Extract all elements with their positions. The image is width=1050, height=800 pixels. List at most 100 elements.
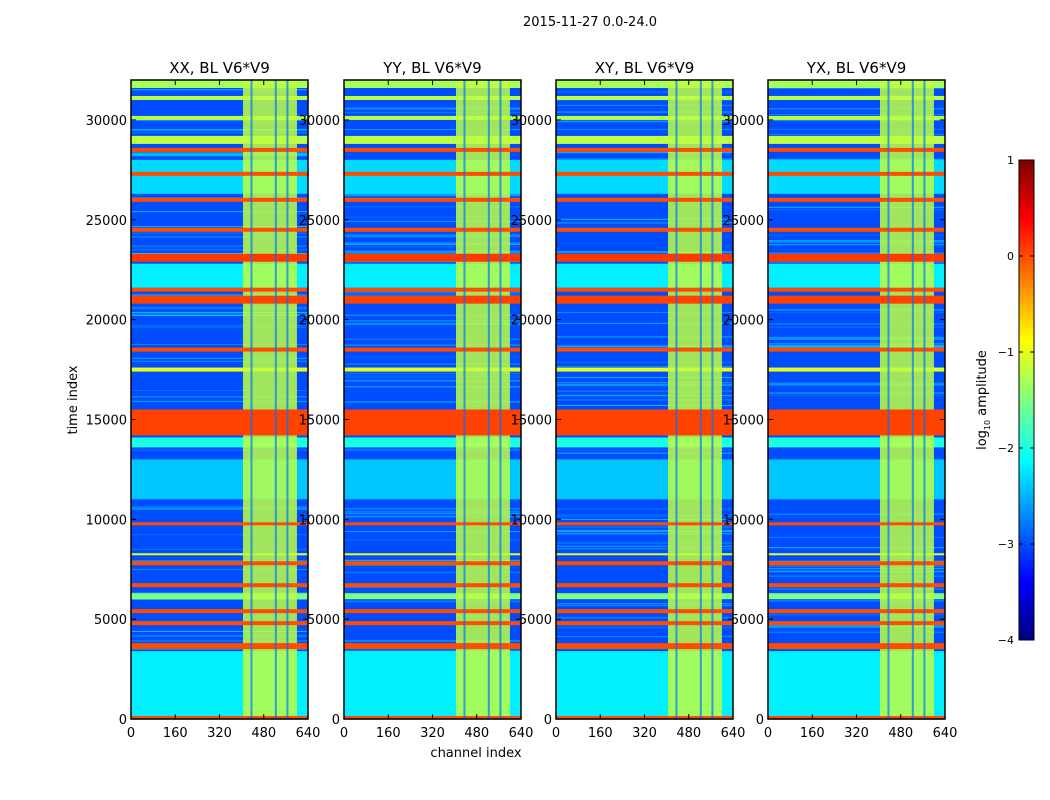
heatmap-time-band <box>556 561 733 566</box>
heatmap-noise-line <box>344 510 521 512</box>
heatmap-time-band <box>131 643 308 650</box>
heatmap-noise-line <box>556 128 733 130</box>
colorbar-segment <box>1019 436 1034 441</box>
colorbar-segment <box>1019 636 1034 641</box>
y-tick-label: 15000 <box>299 413 340 428</box>
y-tick-label: 20000 <box>299 314 340 329</box>
heatmap-time-band <box>344 553 521 556</box>
colorbar-segment <box>1019 340 1034 345</box>
heatmap-rfi-band <box>880 561 934 566</box>
heatmap-noise-line <box>344 234 521 236</box>
x-tick-label: 160 <box>800 726 825 741</box>
y-tick-label: 30000 <box>299 114 340 129</box>
colorbar-segment <box>1019 408 1034 413</box>
heatmap-rfi-band <box>456 295 510 304</box>
heatmap-time-band <box>556 553 733 556</box>
heatmap-rfi-band <box>880 147 934 152</box>
heatmap-rfi-band <box>880 716 934 719</box>
heatmap-noise-line <box>344 250 521 252</box>
colorbar-segment <box>1019 176 1034 181</box>
heatmap-rfi-band <box>243 253 297 262</box>
heatmap-noise-line <box>131 294 308 296</box>
heatmap-noise-line <box>131 598 308 600</box>
y-tick-label: 15000 <box>723 413 764 428</box>
heatmap-noise-line <box>131 236 308 238</box>
heatmap-noise-line <box>556 530 733 532</box>
heatmap-rfi-band <box>243 147 297 152</box>
heatmap-rfi-band <box>668 147 722 152</box>
colorbar-segment <box>1019 356 1034 361</box>
heatmap-time-band <box>131 593 308 600</box>
colorbar-segment <box>1019 368 1034 373</box>
heatmap-noise-line <box>344 372 521 374</box>
colorbar-segment <box>1019 460 1034 465</box>
heatmap-noise-line <box>131 314 308 316</box>
heatmap-noise-line <box>556 617 733 619</box>
heatmap-noise-line <box>556 399 733 401</box>
colorbar-segment <box>1019 280 1034 285</box>
heatmap-time-band <box>556 609 733 614</box>
heatmap-noise-line <box>131 153 308 155</box>
y-tick-label: 15000 <box>511 413 552 428</box>
colorbar-segment <box>1019 508 1034 513</box>
heatmap-noise-line <box>556 251 733 253</box>
y-tick-label: 20000 <box>723 314 764 329</box>
y-tick-label: 5000 <box>307 613 340 628</box>
heatmap-noise-line <box>344 508 521 510</box>
heatmap-time-band <box>768 295 945 304</box>
heatmap-time-band <box>344 561 521 566</box>
heatmap-noise-line <box>768 627 945 629</box>
y-tick-label: 25000 <box>511 214 552 229</box>
heatmap-rfi-band <box>243 561 297 566</box>
colorbar-segment <box>1019 344 1034 349</box>
heatmap-noise-line <box>556 530 733 532</box>
panel-title: YY, BL V6*V9 <box>382 59 481 77</box>
heatmap-noise-line <box>344 242 521 244</box>
heatmap-noise-line <box>768 394 945 396</box>
heatmap-panel-4: YX, BL V6*V9 0 160 320 480 640 0 5000 10000 15000… <box>723 59 958 741</box>
heatmap-noise-line <box>131 249 308 251</box>
heatmap-noise-line <box>131 152 308 154</box>
heatmap-rfi-band <box>668 621 722 626</box>
heatmap-noise-line <box>768 614 945 616</box>
heatmap-time-band <box>556 227 733 232</box>
x-tick-label: 320 <box>632 726 657 741</box>
y-tick-label: 0 <box>332 713 340 728</box>
heatmap-time-band <box>131 295 308 304</box>
heatmap-rfi-gap <box>675 80 678 719</box>
heatmap-rfi-band <box>243 583 297 588</box>
colorbar-segment <box>1019 220 1034 225</box>
heatmap-time-band <box>768 171 945 176</box>
heatmap-noise-line <box>344 363 521 365</box>
heatmap-time-band <box>768 135 945 144</box>
heatmap-noise-line <box>131 508 308 510</box>
heatmap-noise-line <box>344 112 521 114</box>
x-tick-label: 480 <box>676 726 701 741</box>
heatmap-noise-line <box>556 635 733 637</box>
colorbar-segment <box>1019 252 1034 257</box>
colorbar-segment <box>1019 160 1034 165</box>
colorbar-segment <box>1019 500 1034 505</box>
y-tick-label: 0 <box>756 713 764 728</box>
heatmap-noise-line <box>768 326 945 328</box>
heatmap-noise-line <box>768 158 945 160</box>
heatmap-noise-line <box>344 206 521 208</box>
heatmap-noise-line <box>344 356 521 358</box>
heatmap-time-band <box>768 227 945 232</box>
heatmap-rfi-gap <box>711 80 714 719</box>
heatmap-noise-line <box>556 382 733 384</box>
colorbar-segment <box>1019 192 1034 197</box>
heatmap-noise-line <box>768 567 945 569</box>
heatmap-rfi-gap <box>250 80 253 719</box>
heatmap-rfi-band <box>243 295 297 304</box>
heatmap-noise-line <box>344 261 521 263</box>
colorbar-segment <box>1019 588 1034 593</box>
heatmap-time-band <box>344 95 521 100</box>
colorbar-segment <box>1019 184 1034 189</box>
heatmap-noise-line <box>556 111 733 113</box>
heatmap-rfi-band <box>456 643 510 650</box>
heatmap-noise-line <box>556 346 733 348</box>
heatmap-time-band <box>768 583 945 588</box>
heatmap-noise-line <box>556 508 733 510</box>
